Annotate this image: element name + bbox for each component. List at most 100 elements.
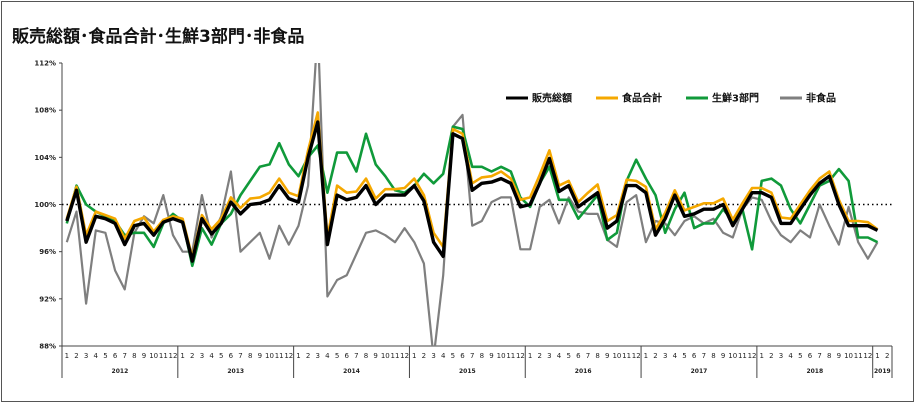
x-tick-label: 10	[612, 352, 621, 360]
x-tick-label: 3	[316, 352, 320, 360]
x-tick-label: 5	[219, 352, 223, 360]
year-label: 2016	[575, 368, 592, 375]
y-tick-label: 96%	[39, 248, 56, 256]
x-tick-label: 5	[798, 352, 802, 360]
year-label: 2014	[343, 368, 360, 375]
x-tick-label: 7	[470, 352, 474, 360]
x-tick-label: 4	[557, 352, 562, 360]
x-tick-label: 11	[275, 352, 284, 360]
x-tick-label: 2	[769, 352, 773, 360]
x-tick-label: 5	[103, 352, 107, 360]
x-tick-label: 8	[711, 352, 715, 360]
x-tick-label: 11	[506, 352, 515, 360]
x-tick-label: 12	[632, 352, 641, 360]
x-tick-label: 1	[644, 352, 648, 360]
x-tick-label: 8	[595, 352, 599, 360]
x-tick-label: 7	[817, 352, 821, 360]
series-line-0	[65, 120, 879, 263]
x-tick-label: 9	[489, 352, 493, 360]
x-tick-label: 1	[875, 352, 879, 360]
x-tick-label: 6	[808, 352, 813, 360]
x-tick-label: 12	[284, 352, 293, 360]
x-tick-label: 4	[94, 352, 99, 360]
x-tick-label: 12	[169, 352, 178, 360]
x-tick-label: 7	[702, 352, 706, 360]
x-tick-label: 6	[229, 352, 234, 360]
x-tick-label: 4	[673, 352, 678, 360]
y-tick-label: 112%	[34, 60, 56, 68]
y-tick-label: 100%	[34, 201, 56, 209]
x-tick-label: 9	[142, 352, 146, 360]
x-tick-label: 11	[854, 352, 863, 360]
y-tick-label: 92%	[39, 295, 56, 303]
x-tick-label: 8	[248, 352, 252, 360]
year-label: 2019	[874, 368, 891, 375]
x-tick-label: 2	[190, 352, 194, 360]
x-tick-label: 1	[65, 352, 69, 360]
x-tick-label: 8	[827, 352, 831, 360]
x-tick-label: 1	[528, 352, 532, 360]
year-label: 2017	[691, 368, 708, 375]
x-tick-label: 4	[325, 352, 330, 360]
x-tick-label: 2	[537, 352, 541, 360]
x-tick-label: 12	[748, 352, 757, 360]
legend-label: 非食品	[806, 92, 836, 105]
x-tick-label: 6	[576, 352, 581, 360]
x-tick-label: 10	[497, 352, 506, 360]
x-tick-label: 6	[113, 352, 118, 360]
x-tick-label: 12	[863, 352, 872, 360]
x-tick-label: 2	[885, 352, 889, 360]
x-tick-label: 6	[460, 352, 465, 360]
y-tick-label: 88%	[39, 343, 56, 351]
x-tick-label: 1	[296, 352, 300, 360]
x-tick-label: 10	[381, 352, 390, 360]
x-tick-label: 1	[180, 352, 184, 360]
x-tick-label: 6	[344, 352, 349, 360]
legend-label: 販売総額	[532, 92, 572, 105]
x-tick-label: 2	[653, 352, 657, 360]
x-tick-label: 3	[84, 352, 88, 360]
x-tick-label: 7	[354, 352, 358, 360]
x-tick-label: 3	[663, 352, 667, 360]
x-tick-label: 4	[788, 352, 793, 360]
x-tick-label: 9	[837, 352, 841, 360]
x-tick-label: 11	[738, 352, 747, 360]
x-tick-label: 10	[728, 352, 737, 360]
x-tick-label: 4	[441, 352, 446, 360]
x-tick-label: 8	[480, 352, 484, 360]
x-tick-label: 4	[209, 352, 214, 360]
x-tick-label: 3	[779, 352, 783, 360]
x-tick-label: 12	[400, 352, 409, 360]
x-tick-label: 9	[258, 352, 262, 360]
x-tick-label: 8	[132, 352, 136, 360]
year-label: 2013	[227, 368, 244, 375]
legend-label: 生鮮3部門	[712, 92, 759, 105]
x-tick-label: 7	[122, 352, 126, 360]
x-tick-label: 2	[422, 352, 426, 360]
x-tick-label: 2	[74, 352, 78, 360]
legend-label: 食品合計	[621, 92, 662, 105]
x-tick-label: 1	[759, 352, 763, 360]
x-tick-label: 3	[200, 352, 204, 360]
year-label: 2018	[806, 368, 823, 375]
x-tick-label: 7	[238, 352, 242, 360]
x-tick-label: 9	[373, 352, 377, 360]
x-tick-label: 5	[566, 352, 570, 360]
x-tick-label: 11	[159, 352, 168, 360]
x-tick-label: 10	[149, 352, 158, 360]
year-label: 2012	[112, 368, 129, 375]
x-tick-label: 11	[391, 352, 400, 360]
x-tick-label: 3	[547, 352, 551, 360]
x-tick-label: 6	[692, 352, 697, 360]
x-tick-label: 3	[431, 352, 435, 360]
x-tick-label: 11	[622, 352, 631, 360]
x-tick-label: 9	[721, 352, 725, 360]
y-tick-label: 108%	[34, 107, 56, 115]
year-label: 2015	[459, 368, 476, 375]
x-tick-label: 5	[451, 352, 455, 360]
x-tick-label: 12	[516, 352, 525, 360]
chart-title: 販売総額･食品合計･生鮮3部門･非食品	[12, 27, 305, 47]
x-tick-label: 2	[306, 352, 310, 360]
